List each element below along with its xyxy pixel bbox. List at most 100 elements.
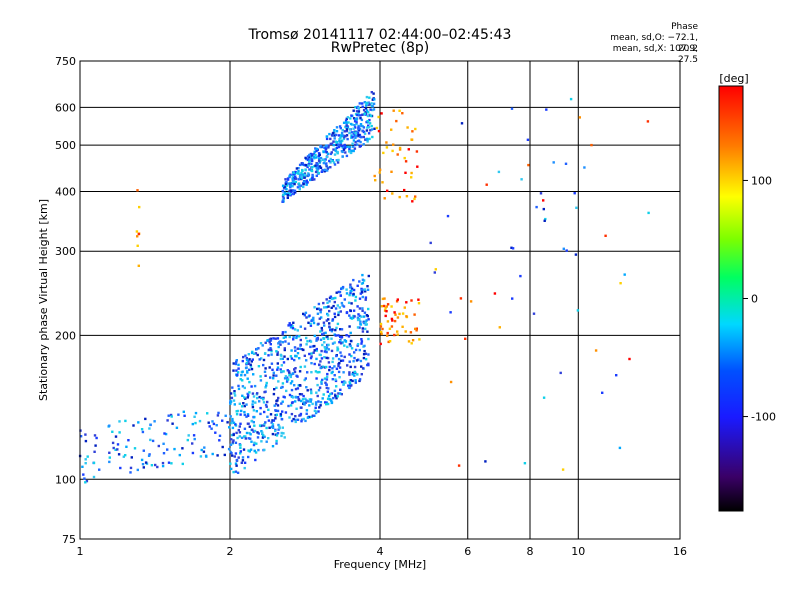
data-point <box>255 347 259 351</box>
data-point <box>308 404 311 407</box>
data-point <box>340 335 344 339</box>
data-point <box>361 295 364 299</box>
data-point <box>286 376 289 379</box>
data-point <box>393 333 396 337</box>
data-point <box>257 365 261 368</box>
data-point <box>238 425 241 428</box>
data-point <box>346 116 350 119</box>
data-point <box>298 173 302 176</box>
data-point <box>319 166 323 169</box>
data-point <box>354 299 357 302</box>
data-point <box>405 195 409 198</box>
data-point <box>302 185 305 189</box>
data-point <box>229 402 232 405</box>
data-point <box>347 335 351 338</box>
data-point <box>545 108 548 111</box>
data-point <box>310 352 313 355</box>
data-point <box>576 309 580 312</box>
data-point <box>405 301 408 304</box>
data-point <box>349 128 352 131</box>
data-point <box>236 371 240 374</box>
data-point <box>338 376 341 379</box>
data-point <box>349 316 352 319</box>
data-point <box>333 300 336 304</box>
data-point <box>287 370 291 373</box>
data-point <box>144 461 148 464</box>
data-point <box>360 340 364 343</box>
data-point <box>357 313 360 316</box>
data-point <box>331 318 335 321</box>
data-point <box>321 169 324 172</box>
data-point <box>393 311 396 314</box>
data-point <box>288 416 291 419</box>
data-point <box>304 377 307 380</box>
data-point <box>647 211 650 215</box>
data-point <box>262 401 266 404</box>
data-point <box>245 362 248 365</box>
data-point <box>353 120 357 123</box>
data-point <box>279 357 283 361</box>
data-point <box>321 397 324 400</box>
data-point <box>292 176 296 180</box>
data-point <box>328 132 331 136</box>
data-point <box>304 419 307 423</box>
data-point <box>79 435 83 438</box>
data-point <box>290 181 294 185</box>
data-point <box>332 396 335 400</box>
data-point <box>151 439 155 443</box>
data-point <box>288 174 291 178</box>
y-tick-label: 500 <box>55 139 76 152</box>
data-point <box>298 414 301 417</box>
data-point <box>308 168 311 171</box>
data-point <box>312 155 315 159</box>
data-point <box>357 133 360 137</box>
data-point <box>288 192 292 196</box>
data-point <box>345 311 349 314</box>
data-point <box>269 347 272 350</box>
data-point <box>331 378 334 381</box>
data-point <box>398 109 401 112</box>
data-point <box>262 363 265 367</box>
data-point <box>401 112 404 115</box>
data-point <box>338 361 341 365</box>
data-point <box>129 466 133 470</box>
data-point <box>282 197 285 200</box>
data-point <box>191 442 194 445</box>
data-point <box>247 353 250 356</box>
data-point <box>317 410 320 413</box>
data-point <box>317 167 320 170</box>
data-point <box>347 121 350 124</box>
data-point <box>241 359 244 363</box>
data-point <box>257 448 260 452</box>
data-point <box>161 461 165 465</box>
data-point <box>434 268 437 271</box>
data-point <box>392 109 395 112</box>
data-point <box>140 428 144 431</box>
data-point <box>275 402 278 406</box>
data-point <box>283 185 286 188</box>
data-point <box>314 153 317 157</box>
data-point <box>276 368 279 371</box>
data-point <box>283 348 286 352</box>
data-point <box>359 144 362 148</box>
data-point <box>279 343 282 346</box>
data-point <box>378 171 381 174</box>
data-point <box>306 371 309 374</box>
data-point <box>245 431 249 435</box>
data-point <box>351 373 354 376</box>
data-point <box>386 303 390 306</box>
data-point <box>238 435 241 438</box>
data-point <box>388 327 392 330</box>
data-point <box>497 170 501 174</box>
data-point <box>136 244 139 247</box>
data-point <box>365 109 369 112</box>
data-point <box>362 126 366 129</box>
data-point <box>324 150 327 153</box>
grid <box>80 61 680 539</box>
data-point <box>341 139 344 142</box>
y-tick-label: 200 <box>55 329 76 342</box>
data-point <box>127 439 130 442</box>
data-point <box>326 335 329 339</box>
data-point <box>383 297 386 300</box>
